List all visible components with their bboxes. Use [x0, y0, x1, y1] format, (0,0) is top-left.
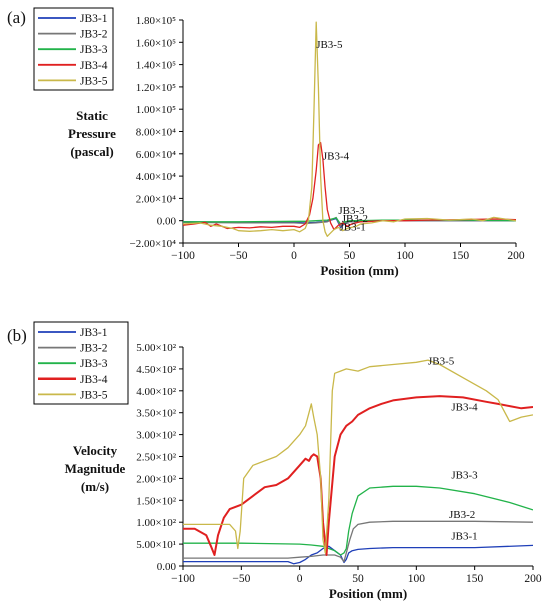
legend-entry: JB3-5 — [80, 389, 108, 401]
y-tick-label: 1.00×10² — [136, 517, 176, 529]
panel-label: (b) — [7, 326, 27, 345]
x-tick-label: 50 — [344, 250, 356, 262]
x-tick-label: −50 — [232, 573, 250, 585]
series-line-jb3-2 — [183, 520, 533, 563]
x-axis-title: Position (mm) — [329, 586, 407, 601]
y-tick-label: 0.00 — [157, 216, 177, 228]
series-annotation: JB3-2 — [449, 509, 475, 521]
legend-entry: JB3-4 — [80, 60, 108, 72]
x-tick-label: 0 — [297, 573, 303, 585]
y-tick-label: 3.50×10² — [136, 408, 176, 420]
series-line-jb3-3 — [183, 485, 533, 556]
x-tick-label: 100 — [408, 573, 426, 585]
y-tick-label: 8.00×10⁴ — [136, 127, 176, 139]
legend-entry: JB3-1 — [80, 327, 108, 339]
y-tick-label: 4.00×10² — [136, 386, 176, 398]
panel-b: (b) 0.00 5.00×10¹ 1.00×10² 1.50×10² 2.00×10² 2… — [7, 321, 542, 601]
series-annotation: JB3-4 — [451, 402, 478, 414]
y-axis-title-line: (m/s) — [81, 479, 109, 494]
x-tick-label: 150 — [452, 250, 470, 262]
legend-entry: JB3-2 — [80, 343, 108, 355]
legend-entry: JB3-2 — [80, 29, 108, 41]
series-line-jb3-4 — [183, 141, 516, 231]
series-line-jb3-5 — [183, 21, 516, 237]
y-tick-label: 2.00×10⁴ — [136, 193, 176, 205]
y-tick-label: 2.50×10² — [136, 452, 176, 464]
legend-entry: JB3-1 — [80, 13, 108, 25]
series-annotation: JB3-1 — [451, 531, 477, 543]
y-tick-label: 6.00×10⁴ — [136, 149, 176, 161]
x-axis-title: Position (mm) — [320, 263, 398, 278]
legend-entry: JB3-4 — [80, 374, 108, 386]
legend-entry: JB3-3 — [80, 44, 108, 56]
panel-a: (a) −2.00×10⁴ 0.00 2.00×10⁴ 4.00×10⁴ 6.00×10⁴… — [7, 7, 525, 278]
y-tick-label: 5.00×10² — [136, 342, 176, 354]
x-tick-label: −50 — [230, 250, 248, 262]
x-tick-label: 200 — [507, 250, 525, 262]
legend-entry: JB3-3 — [80, 358, 108, 370]
x-tick-label: 150 — [466, 573, 484, 585]
y-tick-label: 1.60×10⁵ — [136, 37, 176, 49]
y-axis-title-line: Velocity — [73, 443, 118, 458]
panel-label: (a) — [7, 8, 26, 27]
series-annotation: JB3-5 — [428, 356, 455, 368]
y-tick-label: 1.40×10⁵ — [136, 60, 176, 72]
series-annotation: JB3-3 — [451, 469, 478, 481]
series-line-jb3-5 — [183, 359, 533, 554]
x-tick-label: 0 — [291, 250, 297, 262]
y-tick-label: 5.00×10¹ — [136, 539, 176, 551]
x-tick-label: 200 — [524, 573, 542, 585]
y-tick-label: 4.00×10⁴ — [136, 171, 176, 183]
series-annotation: JB3-5 — [316, 39, 343, 51]
y-axis-title-line: (pascal) — [70, 144, 113, 159]
y-tick-label: 2.00×10² — [136, 473, 176, 485]
legend-entry: JB3-5 — [80, 75, 108, 87]
y-tick-label: −2.00×10⁴ — [130, 238, 177, 250]
series-annotation: JB3-4 — [323, 150, 350, 162]
y-tick-label: 1.20×10⁵ — [136, 82, 176, 94]
series-annotation: JB3-3 — [338, 205, 365, 217]
series-annotation: JB3-2 — [342, 213, 368, 225]
series-line-jb3-1 — [183, 544, 533, 565]
y-tick-label: 0.00 — [157, 561, 177, 573]
y-axis-title-line: Pressure — [68, 126, 116, 141]
y-tick-label: 3.00×10² — [136, 430, 176, 442]
y-tick-label: 1.50×10² — [136, 495, 176, 507]
y-tick-label: 1.00×10⁵ — [136, 104, 176, 116]
x-tick-label: 50 — [352, 573, 364, 585]
x-tick-label: −100 — [171, 250, 195, 262]
x-tick-label: 100 — [396, 250, 414, 262]
y-axis-title-line: Magnitude — [65, 461, 126, 476]
x-tick-label: −100 — [171, 573, 195, 585]
y-axis-title-line: Static — [76, 108, 108, 123]
y-tick-label: 4.50×10² — [136, 364, 176, 376]
series-annotation: JB3-1 — [340, 222, 366, 234]
y-tick-label: 1.80×10⁵ — [136, 15, 176, 27]
